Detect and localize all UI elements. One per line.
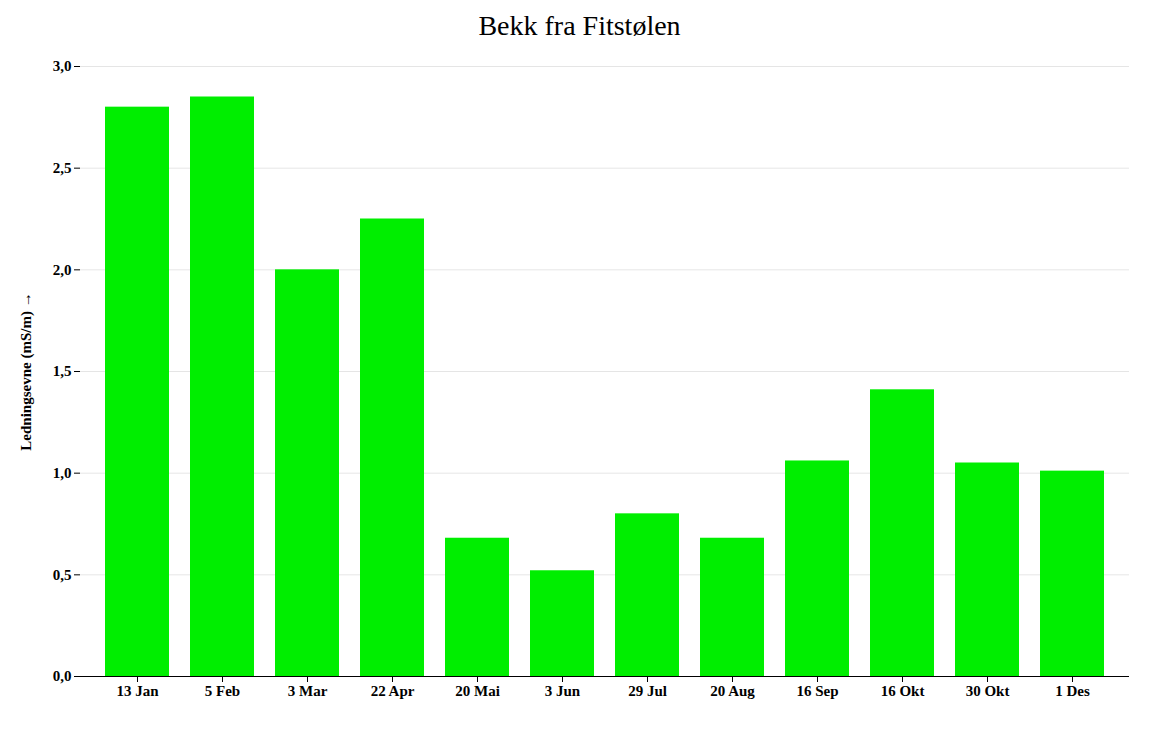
- svg-text:Ledningsevne (mS/m) →: Ledningsevne (mS/m) →: [18, 292, 35, 450]
- svg-text:29 Jul: 29 Jul: [628, 683, 667, 699]
- svg-text:5 Feb: 5 Feb: [205, 683, 240, 699]
- svg-text:1 Des: 1 Des: [1055, 683, 1090, 699]
- svg-text:3,0: 3,0: [53, 58, 72, 74]
- svg-text:20 Aug: 20 Aug: [710, 683, 755, 699]
- svg-text:2,5: 2,5: [53, 160, 72, 176]
- svg-text:30 Okt: 30 Okt: [966, 683, 1010, 699]
- svg-text:20 Mai: 20 Mai: [455, 683, 500, 699]
- svg-text:0,5: 0,5: [53, 567, 72, 583]
- svg-text:22 Apr: 22 Apr: [371, 683, 415, 699]
- svg-text:16 Okt: 16 Okt: [881, 683, 925, 699]
- svg-text:0,0: 0,0: [53, 668, 72, 684]
- svg-text:1,0: 1,0: [53, 465, 72, 481]
- svg-text:3 Mar: 3 Mar: [288, 683, 328, 699]
- svg-text:2,0: 2,0: [53, 262, 72, 278]
- svg-text:3 Jun: 3 Jun: [545, 683, 581, 699]
- svg-text:1,5: 1,5: [53, 363, 72, 379]
- svg-text:16 Sep: 16 Sep: [796, 683, 838, 699]
- svg-text:13 Jan: 13 Jan: [116, 683, 159, 699]
- html-text:Bekk fra Fitstølen: Bekk fra Fitstølen: [478, 10, 681, 41]
